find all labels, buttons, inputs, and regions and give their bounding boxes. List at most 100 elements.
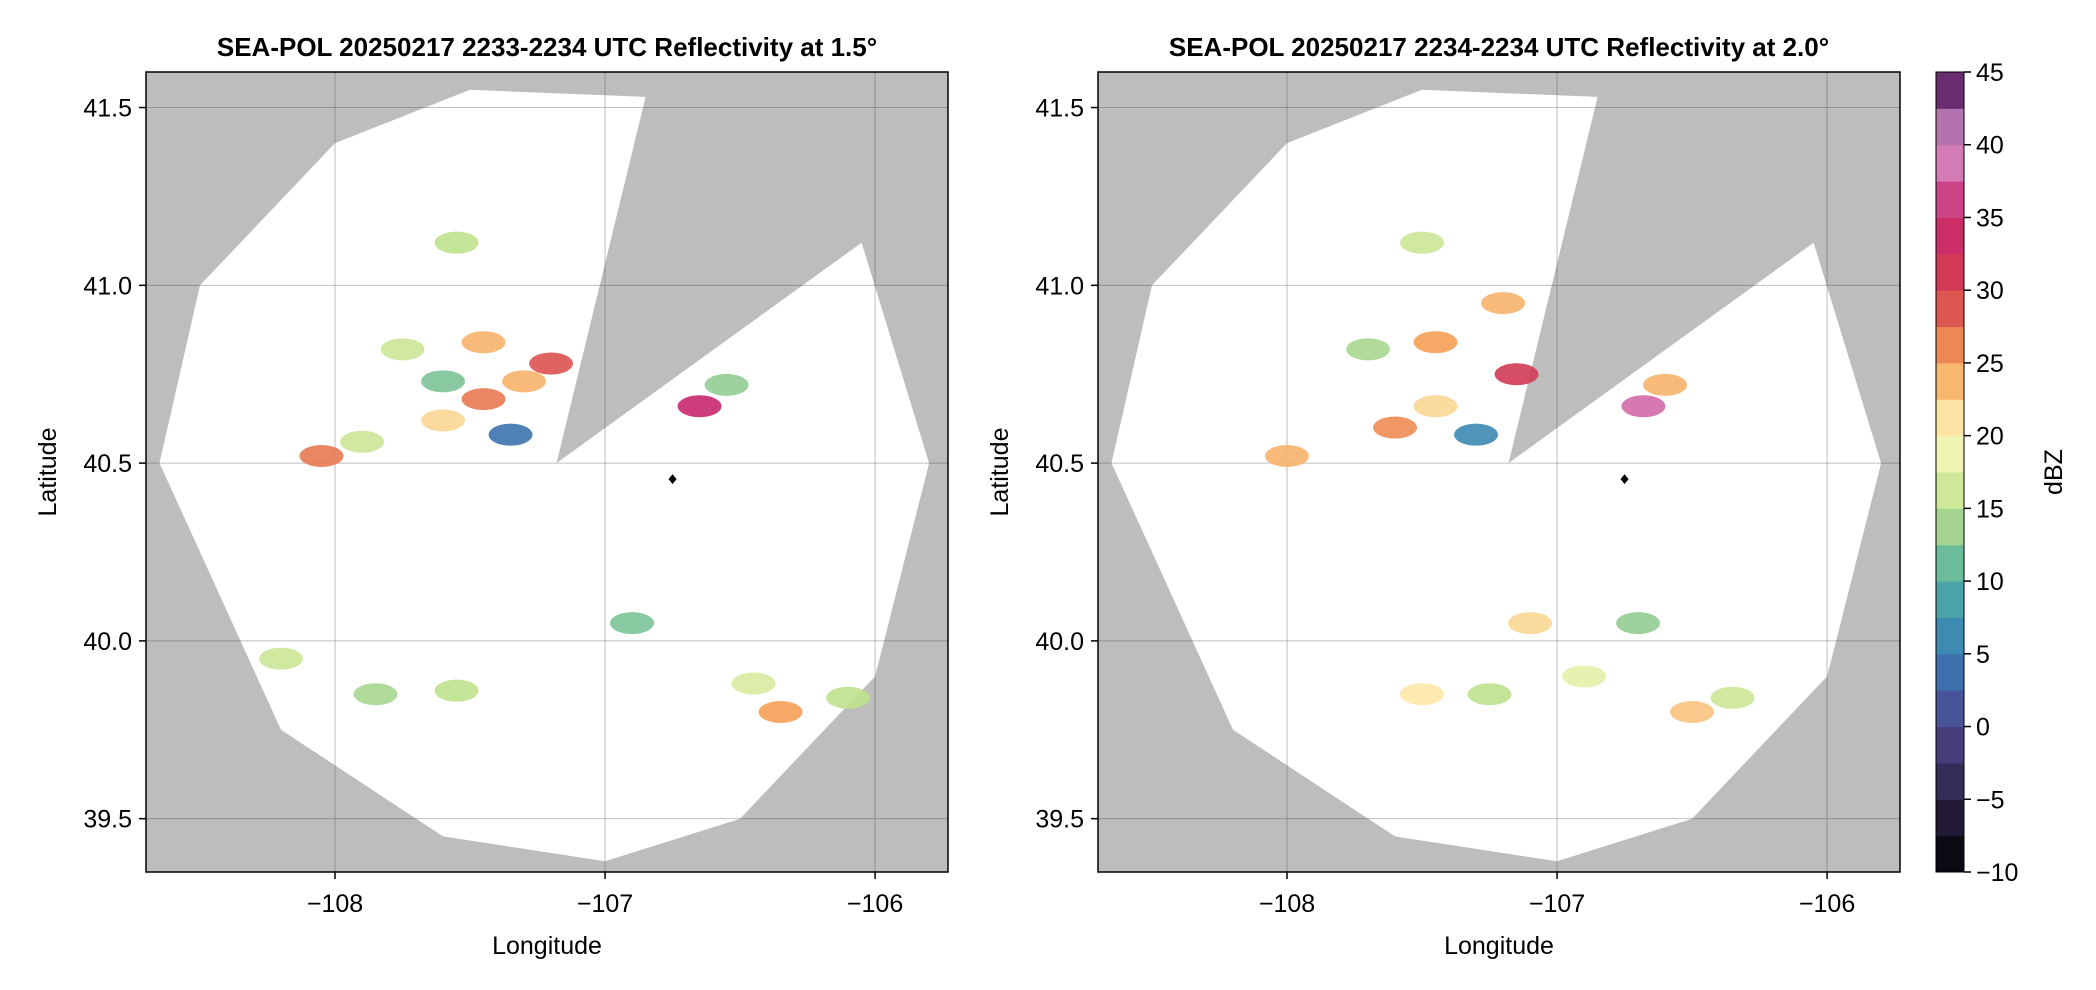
reflectivity-cell <box>1467 683 1512 706</box>
panel-title: SEA-POL 20250217 2233-2234 UTC Reflectiv… <box>217 32 877 62</box>
reflectivity-cell <box>340 430 385 453</box>
reflectivity-cell <box>461 331 506 354</box>
colorbar-tick-label: 20 <box>1976 423 2004 451</box>
x-tick-label: −108 <box>307 890 363 918</box>
plot-frame <box>1097 71 1901 873</box>
colorbar-tick-label: 35 <box>1976 204 2004 232</box>
y-tick-label: 39.5 <box>83 806 132 834</box>
reflectivity-cell <box>380 338 425 361</box>
reflectivity-cell <box>502 370 547 393</box>
x-tick-label: −106 <box>1799 890 1855 918</box>
scan-coverage <box>159 89 930 862</box>
reflectivity-cell <box>1400 683 1445 706</box>
colorbar-segment <box>1936 181 1964 218</box>
grid-overlay <box>146 72 948 872</box>
colorbar-tick-label: 0 <box>1976 714 1990 742</box>
colorbar-segments <box>1936 72 1964 873</box>
x-tick-label: −108 <box>1259 890 1315 918</box>
colorbar-segment <box>1936 435 1964 473</box>
reflectivity-cell <box>1710 686 1755 709</box>
x-tick-label: −107 <box>1529 890 1585 918</box>
colorbar: 45 40 35 30 25 20 15 10 5 0 −5 −10 dBZ <box>1935 59 2068 887</box>
y-tick-label: 40.0 <box>1035 628 1084 656</box>
colorbar-segment <box>1936 217 1964 255</box>
reflectivity-cell <box>434 679 479 702</box>
colorbar-tick-label: 10 <box>1976 568 2004 596</box>
reflectivity-cell <box>421 370 466 393</box>
colorbar-tick-label: 30 <box>1976 277 2004 305</box>
reflectivity-cell <box>1643 373 1688 396</box>
reflectivity-cell <box>259 647 304 670</box>
y-axis-label: Latitude <box>34 428 62 517</box>
colorbar-segment <box>1936 581 1964 618</box>
colorbar-ticks: 45 40 35 30 25 20 15 10 5 0 −5 −10 <box>1964 59 2018 887</box>
x-tick-label: −107 <box>577 890 633 918</box>
colorbar-segment <box>1936 290 1964 328</box>
colorbar-segment <box>1936 362 1964 400</box>
grid-overlay <box>1098 72 1900 872</box>
colorbar-segment <box>1936 762 1964 800</box>
reflectivity-cell <box>1373 416 1418 439</box>
y-tick-label: 41.0 <box>83 272 132 300</box>
colorbar-segment <box>1936 653 1964 691</box>
reflectivity-panel-1p5: SEA-POL 20250217 2233-2234 UTC Reflectiv… <box>34 32 949 960</box>
y-axis-ticks: 39.5 40.0 40.5 41.0 41.5 <box>1035 95 1098 834</box>
y-tick-label: 41.5 <box>83 95 132 123</box>
x-axis-ticks: −108 −107 −106 <box>307 872 903 918</box>
colorbar-tick-label: 25 <box>1976 350 2004 378</box>
reflectivity-cell <box>1481 292 1526 315</box>
reflectivity-cell <box>1494 363 1539 386</box>
colorbar-segment <box>1936 72 1964 109</box>
reflectivity-cell <box>826 686 871 709</box>
colorbar-segment <box>1936 617 1964 655</box>
colorbar-tick-label: 40 <box>1976 132 2004 160</box>
x-axis-label: Longitude <box>492 932 602 960</box>
colorbar-segment <box>1936 253 1964 291</box>
colorbar-tick-label: −5 <box>1976 786 2005 814</box>
y-tick-label: 41.0 <box>1035 272 1084 300</box>
reflectivity-cell <box>488 423 533 446</box>
y-axis-label: Latitude <box>986 428 1014 517</box>
y-axis-ticks: 39.5 40.0 40.5 41.0 41.5 <box>83 95 146 834</box>
colorbar-frame <box>1935 71 1965 873</box>
reflectivity-cell <box>704 373 749 396</box>
reflectivity-cell <box>677 395 722 418</box>
colorbar-segment <box>1936 399 1964 437</box>
colorbar-segment <box>1936 326 1964 364</box>
reflectivity-cell <box>1562 665 1607 688</box>
reflectivity-cell <box>610 612 655 635</box>
reflectivity-cell <box>731 672 776 695</box>
reflectivity-cells <box>1265 231 1755 723</box>
reflectivity-cell <box>1616 612 1661 635</box>
reflectivity-cell <box>434 231 479 254</box>
reflectivity-cell <box>1670 701 1715 723</box>
x-axis-label: Longitude <box>1444 932 1554 960</box>
coverage-polygon <box>159 89 930 862</box>
y-tick-label: 40.5 <box>83 450 132 478</box>
colorbar-segment <box>1936 799 1964 837</box>
reflectivity-cell <box>1346 338 1391 361</box>
colorbar-segment <box>1936 144 1964 182</box>
reflectivity-cell <box>1413 395 1458 418</box>
colorbar-tick-label: 5 <box>1976 641 1990 669</box>
colorbar-label: dBZ <box>2040 449 2068 495</box>
reflectivity-cell <box>758 701 803 723</box>
reflectivity-cells <box>259 231 871 723</box>
radar-site-marker <box>1620 474 1629 485</box>
colorbar-segment <box>1936 726 1964 764</box>
plot-frame <box>145 71 949 873</box>
y-tick-label: 39.5 <box>1035 806 1084 834</box>
reflectivity-cell <box>529 352 574 375</box>
reflectivity-cell <box>461 388 506 411</box>
reflectivity-panel-2p0: SEA-POL 20250217 2234-2234 UTC Reflectiv… <box>986 32 1901 960</box>
radar-site-marker <box>668 474 677 485</box>
colorbar-tick-label: −10 <box>1976 859 2018 887</box>
reflectivity-cell <box>1413 331 1458 354</box>
colorbar-segment <box>1936 835 1964 873</box>
reflectivity-cell <box>1508 612 1553 635</box>
reflectivity-cell <box>1454 423 1499 446</box>
y-tick-label: 41.5 <box>1035 95 1084 123</box>
colorbar-segment <box>1936 508 1964 546</box>
reflectivity-cell <box>421 409 466 432</box>
